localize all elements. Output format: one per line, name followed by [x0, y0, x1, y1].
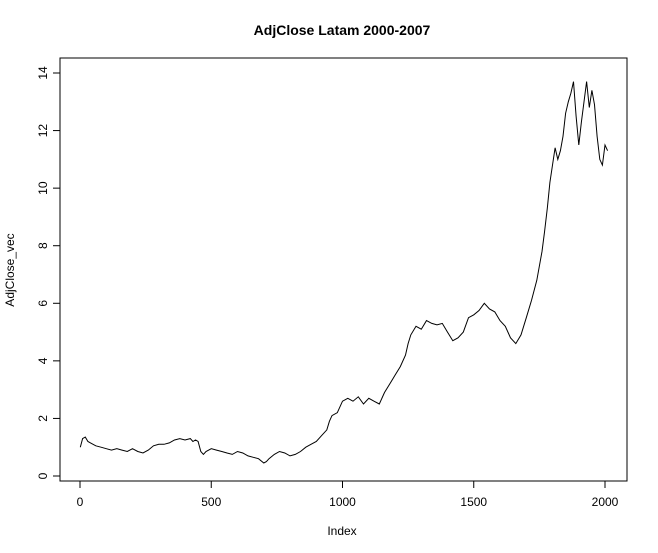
y-axis: 0 2 4 6 8 10 12 14	[36, 66, 61, 479]
y-tick-label: 6	[36, 300, 50, 307]
chart-title: AdjClose Latam 2000-2007	[254, 22, 431, 38]
y-axis-label: AdjClose_vec	[3, 233, 17, 306]
x-tick-label: 1500	[460, 495, 487, 509]
y-tick-label: 14	[36, 66, 50, 80]
x-axis: 0 500 1000 1500 2000	[77, 480, 619, 509]
y-tick-label: 10	[36, 181, 50, 195]
plot-frame	[59, 57, 628, 482]
y-tick-label: 8	[36, 242, 50, 249]
x-tick-label: 500	[201, 495, 221, 509]
series-line	[79, 81, 609, 464]
y-tick-label: 12	[36, 124, 50, 138]
y-tick-label: 4	[36, 357, 50, 364]
x-tick-label: 0	[77, 495, 84, 509]
x-axis-label: Index	[327, 524, 356, 538]
y-tick-label: 2	[36, 415, 50, 422]
y-tick-label: 0	[36, 472, 50, 479]
x-tick-label: 2000	[592, 495, 619, 509]
x-tick-label: 1000	[329, 495, 356, 509]
